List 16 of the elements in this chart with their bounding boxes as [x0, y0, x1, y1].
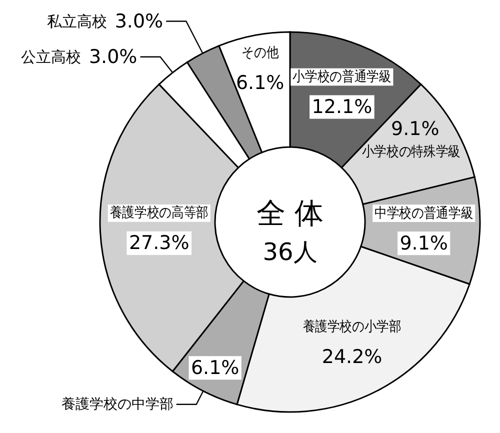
text: 36人	[262, 238, 318, 266]
data-label: 6.1%	[236, 72, 284, 94]
slice-label: 小学校の特殊学級	[362, 144, 474, 160]
slice-label: その他	[242, 44, 284, 61]
slice-label: 私立高校	[46, 12, 107, 30]
slice-label: 養護学校の小学部	[302, 318, 415, 335]
slice-label: 養護学校の中学部	[61, 396, 174, 412]
data-label: 3.0%	[114, 10, 164, 32]
slice-label: 中学校の普通学級	[374, 204, 487, 222]
text: 全 体	[256, 196, 324, 230]
slice-label: 養護学校の高等部	[110, 205, 222, 222]
slice-label: 公立高校	[20, 48, 81, 66]
data-label: 24.2%	[322, 346, 382, 368]
data-label: 3.0%	[88, 46, 138, 68]
slice-label: 小学校の普通学級	[292, 68, 405, 85]
data-label: 9.1%	[391, 118, 440, 140]
